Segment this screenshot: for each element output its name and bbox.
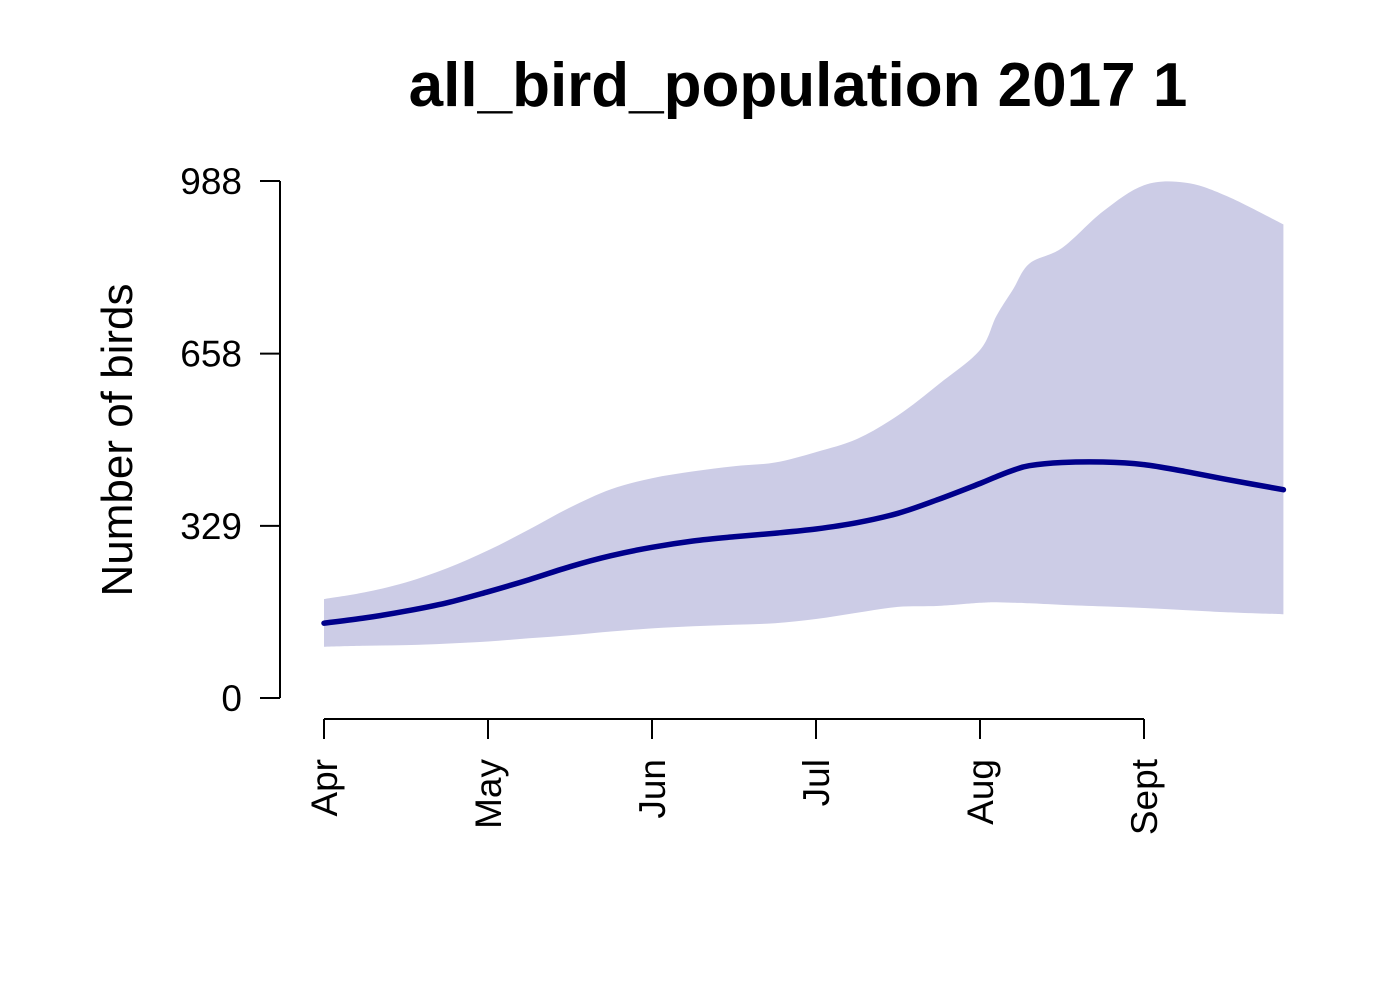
x-tick-label: Jul [796, 759, 837, 806]
x-tick-label: Sept [1124, 758, 1165, 835]
y-tick-label: 0 [221, 678, 242, 719]
x-tick-label: May [468, 759, 509, 829]
x-tick-label: Jun [632, 759, 673, 819]
x-tick-label: Aug [960, 759, 1001, 825]
y-tick-label: 329 [180, 506, 242, 547]
y-tick-label: 658 [180, 334, 242, 375]
y-axis-title: Number of birds [93, 283, 142, 596]
chart-title: all_bird_population 2017 1 [409, 51, 1188, 120]
mean-line [321, 459, 1287, 626]
y-tick-label: 988 [180, 161, 242, 202]
plot-area: 0 329 658 988 Apr May Jun Jul Aug Sept [180, 161, 1287, 835]
x-tick-label: Apr [304, 759, 345, 817]
confidence-band [324, 181, 1284, 647]
